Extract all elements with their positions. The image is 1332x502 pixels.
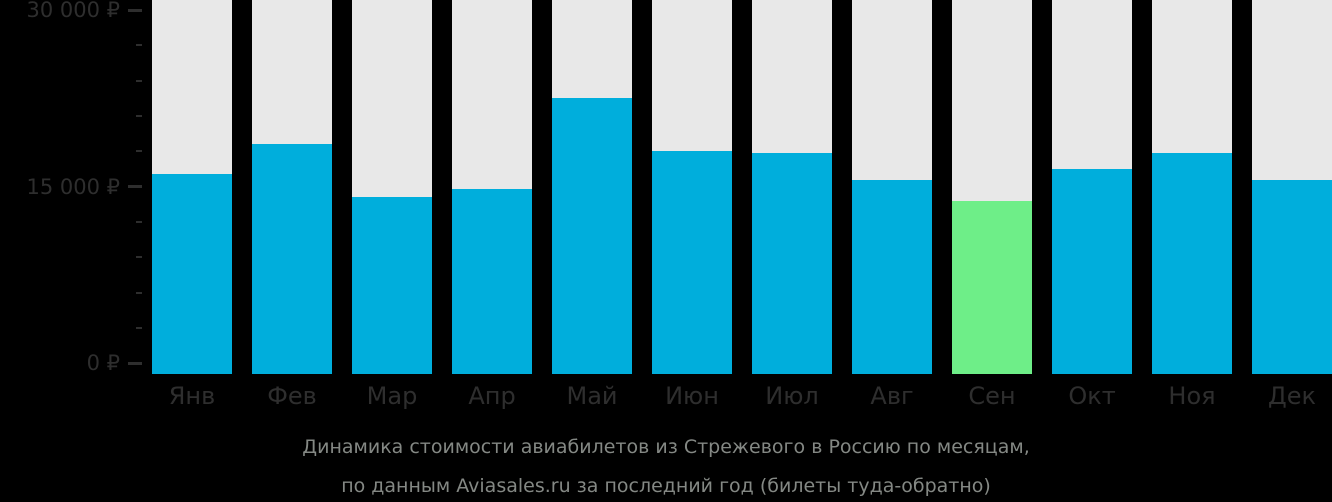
bar-Июл xyxy=(752,152,832,374)
bar-Янв xyxy=(152,173,232,374)
month-label-Мар: Мар xyxy=(366,382,418,410)
month-label-Фев: Фев xyxy=(267,382,317,410)
column-track-Апр xyxy=(452,0,532,374)
bar-Фев xyxy=(252,144,332,374)
y-major-tick xyxy=(128,185,142,189)
month-label-Окт: Окт xyxy=(1068,382,1116,410)
column-track-Сен xyxy=(952,0,1032,374)
column-track-Май xyxy=(552,0,632,374)
y-tick-label: 15 000 ₽ xyxy=(26,174,120,199)
bar-Сен xyxy=(952,200,1032,374)
month-label-Ноя: Ноя xyxy=(1168,382,1216,410)
month-label-Май: Май xyxy=(566,382,618,410)
bar-Авг xyxy=(852,179,932,374)
y-major-tick xyxy=(128,361,142,365)
bar-Ноя xyxy=(1152,152,1232,374)
y-tick-label: 0 ₽ xyxy=(86,351,120,376)
month-label-Сен: Сен xyxy=(968,382,1016,410)
month-label-Янв: Янв xyxy=(168,382,216,410)
bar-Дек xyxy=(1252,179,1332,374)
y-minor-tick xyxy=(136,291,142,294)
bar-Май xyxy=(552,98,632,374)
column-track-Янв xyxy=(152,0,232,374)
column-track-Авг xyxy=(852,0,932,374)
chart-subtitle: по данным Aviasales.ru за последний год … xyxy=(341,475,991,497)
bar-Июн xyxy=(652,151,732,374)
y-minor-tick xyxy=(136,79,142,82)
column-track-Окт xyxy=(1052,0,1132,374)
y-minor-tick xyxy=(136,44,142,47)
bar-Окт xyxy=(1052,169,1132,374)
column-track-Дек xyxy=(1252,0,1332,374)
chart-title: Динамика стоимости авиабилетов из Стреже… xyxy=(302,436,1030,458)
y-major-tick xyxy=(128,8,142,12)
column-track-Июл xyxy=(752,0,832,374)
month-label-Авг: Авг xyxy=(870,382,914,410)
column-track-Ноя xyxy=(1152,0,1232,374)
bar-Мар xyxy=(352,197,432,374)
month-label-Апр: Апр xyxy=(468,382,516,410)
column-track-Мар xyxy=(352,0,432,374)
month-label-Июн: Июн xyxy=(665,382,719,410)
y-tick-label: 30 000 ₽ xyxy=(26,0,120,23)
month-label-Дек: Дек xyxy=(1267,382,1316,410)
y-minor-tick xyxy=(136,150,142,153)
y-minor-tick xyxy=(136,221,142,224)
month-label-Июл: Июл xyxy=(765,382,819,410)
y-minor-tick xyxy=(136,326,142,329)
column-track-Июн xyxy=(652,0,732,374)
y-minor-tick xyxy=(136,256,142,259)
y-minor-tick xyxy=(136,115,142,118)
column-track-Фев xyxy=(252,0,332,374)
bar-Апр xyxy=(452,189,532,374)
